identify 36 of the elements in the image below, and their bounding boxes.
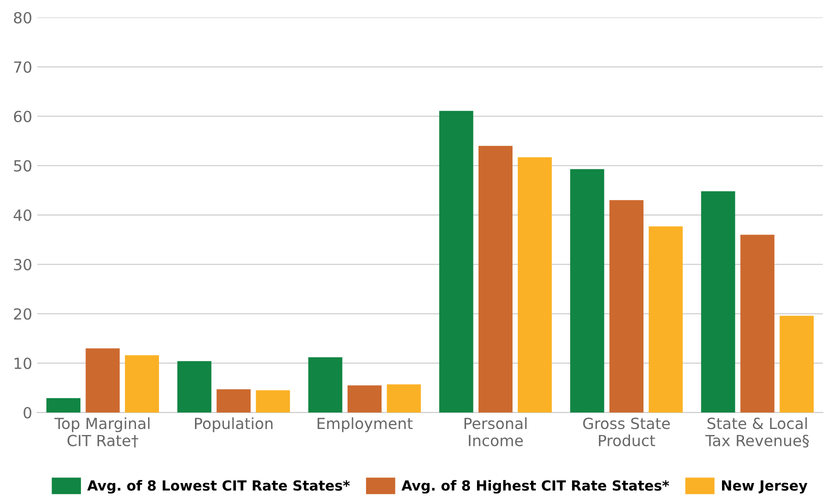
bar [216, 389, 251, 412]
x-tick-label: Personal Income [464, 417, 527, 446]
bar [439, 110, 474, 412]
bar [46, 398, 80, 412]
y-tick-label: 80 [14, 12, 32, 24]
bar [308, 357, 342, 412]
x-tick-label: Employment [318, 417, 413, 432]
bar [348, 385, 382, 412]
bar [177, 361, 212, 412]
bar [740, 234, 774, 412]
y-tick-label: 40 [14, 209, 32, 222]
bar [780, 316, 814, 412]
y-tick-label: 0 [24, 406, 32, 419]
x-tick-label: Population [194, 417, 272, 432]
bar [518, 157, 552, 412]
bar [701, 191, 736, 412]
x-tick-label: Gross State Product [583, 418, 670, 446]
bar [570, 169, 604, 412]
y-tick-label: 30 [14, 258, 32, 270]
bar [648, 226, 683, 412]
y-tick-label: 20 [14, 308, 32, 320]
bar [478, 146, 513, 412]
bar [386, 384, 421, 412]
bar [124, 355, 159, 412]
legend-label: Avg. of 8 Highest CIT Rate States* [402, 480, 670, 494]
y-tick-label: 50 [14, 160, 32, 172]
y-tick-label: 70 [14, 61, 32, 73]
y-tick-label: 10 [14, 358, 32, 370]
y-tick-label: 60 [14, 110, 32, 122]
bar [86, 348, 120, 412]
x-tick-label: Top Marginal CIT Rate† [54, 417, 150, 448]
legend-label: New Jersey [722, 480, 808, 494]
x-tick-label: State & Local Tax Revenue§ [705, 417, 809, 448]
legend-label: Avg. of 8 Lowest CIT Rate States* [87, 480, 350, 494]
bar [256, 390, 290, 412]
bar [609, 200, 644, 412]
